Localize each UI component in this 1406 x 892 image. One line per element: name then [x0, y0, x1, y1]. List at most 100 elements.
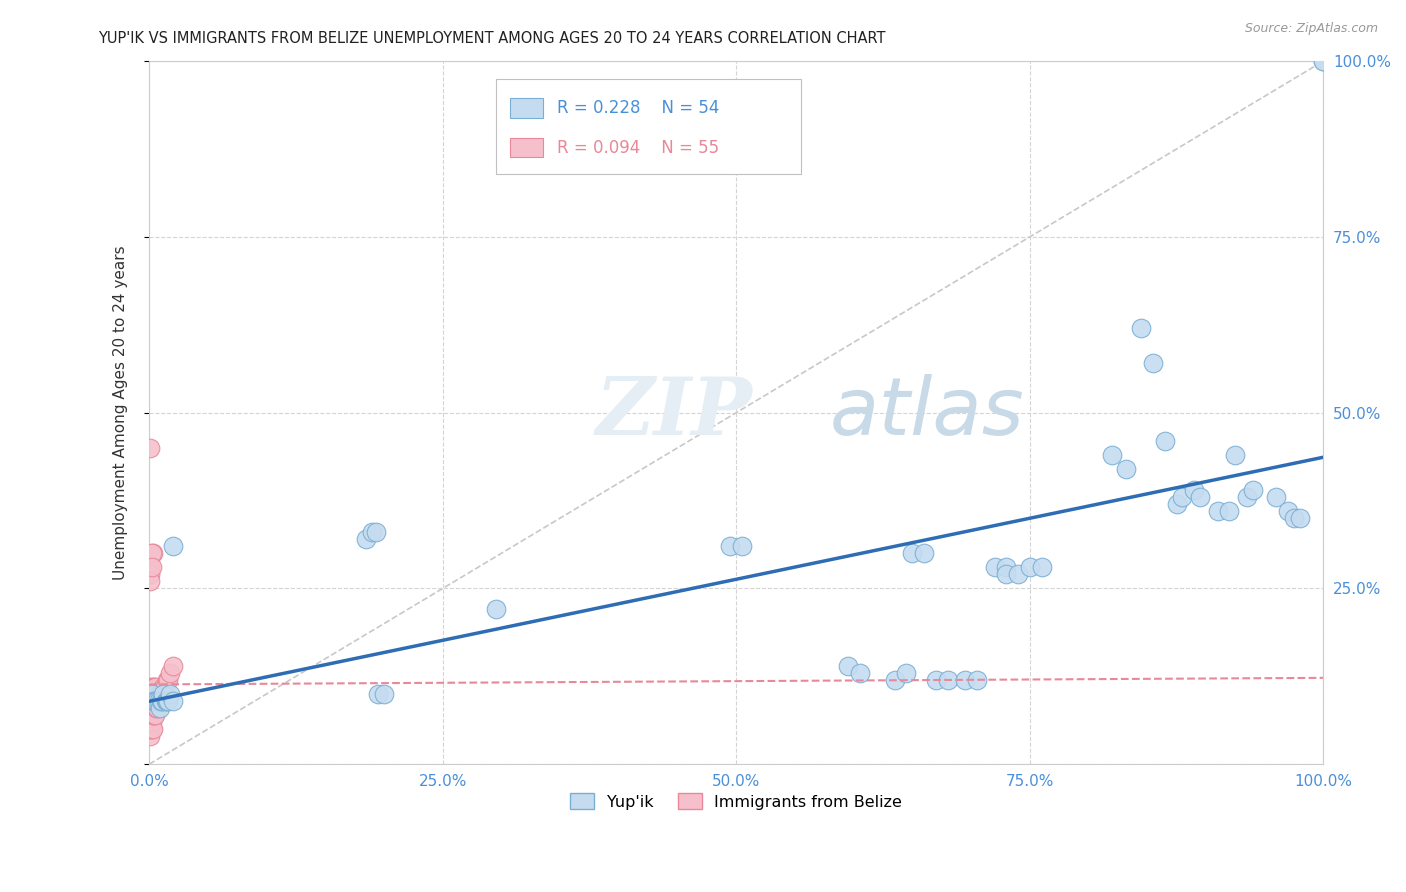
Point [142, 708, 165, 723]
Point [139, 708, 162, 723]
Point [145, 701, 167, 715]
Point [150, 687, 173, 701]
Point [1265, 490, 1288, 504]
Point [142, 680, 165, 694]
Point [139, 714, 162, 729]
Text: R = 0.228    N = 54: R = 0.228 N = 54 [557, 99, 718, 117]
Point [146, 701, 169, 715]
Point [145, 687, 167, 701]
Point [1277, 504, 1299, 518]
Point [142, 694, 165, 708]
Point [896, 665, 918, 680]
Point [966, 673, 988, 687]
Point [364, 525, 387, 540]
Point [153, 680, 176, 694]
Point [150, 694, 173, 708]
Point [141, 560, 163, 574]
Point [155, 694, 177, 708]
Point [1007, 567, 1029, 582]
Point [1031, 560, 1053, 574]
Point [848, 665, 870, 680]
Point [138, 714, 160, 729]
Point [142, 708, 165, 723]
Point [1225, 448, 1247, 462]
Point [156, 694, 179, 708]
Point [141, 694, 163, 708]
Point [925, 673, 948, 687]
Point [139, 701, 162, 715]
Point [139, 574, 162, 589]
Point [912, 546, 935, 560]
Point [1288, 511, 1310, 525]
Point [1115, 462, 1137, 476]
Point [156, 673, 179, 687]
Point [138, 722, 160, 736]
Text: Source: ZipAtlas.com: Source: ZipAtlas.com [1244, 22, 1378, 36]
Point [152, 687, 174, 701]
Point [139, 441, 162, 455]
FancyBboxPatch shape [510, 137, 543, 158]
Point [139, 729, 162, 743]
Point [148, 694, 170, 708]
Point [146, 694, 169, 708]
Point [148, 694, 170, 708]
Point [718, 539, 741, 553]
Point [149, 701, 172, 715]
Point [157, 673, 180, 687]
Point [159, 665, 181, 680]
Point [143, 708, 166, 723]
Point [141, 722, 163, 736]
Point [837, 658, 859, 673]
Point [367, 687, 389, 701]
Point [373, 687, 395, 701]
Text: atlas: atlas [830, 374, 1025, 451]
Point [138, 722, 160, 736]
Point [141, 714, 163, 729]
Point [361, 525, 384, 540]
Point [162, 694, 184, 708]
Point [1236, 490, 1258, 504]
Point [1182, 483, 1205, 497]
Point [138, 708, 160, 723]
Point [139, 722, 162, 736]
Point [159, 687, 181, 701]
Point [141, 546, 163, 560]
Point [1241, 483, 1264, 497]
Point [141, 701, 163, 715]
Point [936, 673, 959, 687]
Point [143, 694, 166, 708]
Point [953, 673, 976, 687]
Point [356, 532, 378, 546]
Y-axis label: Unemployment Among Ages 20 to 24 years: Unemployment Among Ages 20 to 24 years [114, 245, 128, 580]
Text: R = 0.094    N = 55: R = 0.094 N = 55 [557, 138, 718, 157]
Point [143, 680, 166, 694]
Point [1171, 490, 1194, 504]
Point [139, 694, 162, 708]
Point [1312, 54, 1334, 69]
Point [1166, 497, 1188, 511]
Text: ZIP: ZIP [595, 374, 752, 451]
Point [1130, 321, 1153, 335]
FancyBboxPatch shape [495, 78, 801, 174]
Point [142, 722, 165, 736]
Point [142, 694, 165, 708]
Point [150, 694, 173, 708]
Point [1153, 434, 1175, 448]
Point [995, 567, 1018, 582]
Point [157, 694, 180, 708]
Point [146, 687, 169, 701]
Point [142, 694, 165, 708]
Point [138, 694, 160, 708]
Point [139, 680, 162, 694]
Point [143, 694, 166, 708]
Legend: Yup'ik, Immigrants from Belize: Yup'ik, Immigrants from Belize [564, 787, 908, 816]
Point [1188, 490, 1211, 504]
Point [138, 714, 160, 729]
Point [1218, 504, 1240, 518]
Point [162, 539, 184, 553]
Point [149, 687, 172, 701]
Point [141, 687, 163, 701]
Point [1018, 560, 1040, 574]
FancyBboxPatch shape [510, 98, 543, 118]
Point [1142, 356, 1164, 370]
